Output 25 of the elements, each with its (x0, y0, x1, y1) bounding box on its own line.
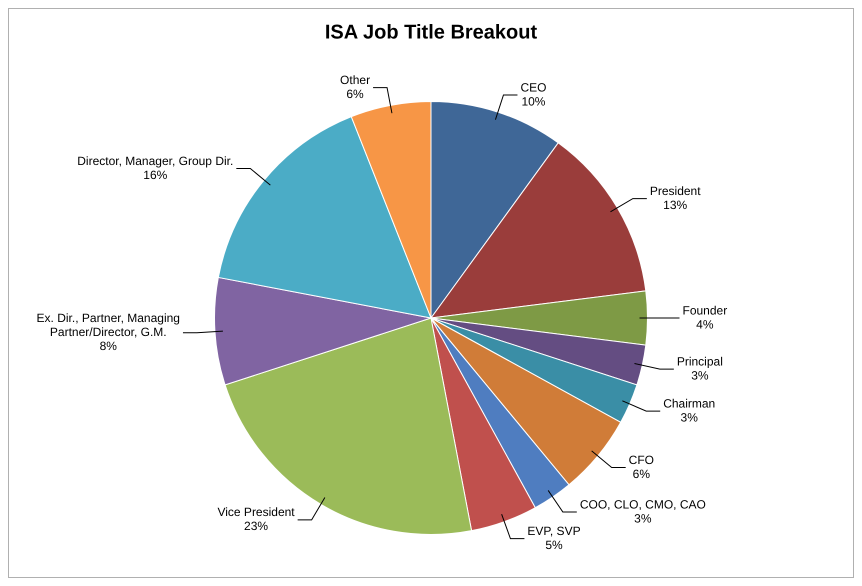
slice-label: Chairman (663, 396, 716, 410)
data-label: 3% (691, 368, 709, 382)
slice-label: Other (340, 72, 370, 87)
data-label: 23% (244, 519, 268, 534)
slice-label: CEO (520, 80, 546, 94)
data-label: 16% (143, 168, 168, 182)
data-label: 6% (346, 86, 364, 101)
data-label: 3% (634, 511, 652, 526)
slice-label: Principal (676, 354, 723, 368)
data-label: 5% (545, 538, 564, 552)
slice-label: EVP, SVP (527, 524, 581, 538)
slice-label: CFO (628, 452, 654, 467)
slice-label: Vice President (217, 505, 296, 520)
data-label: 4% (696, 317, 714, 332)
slice-label: COO, CLO, CMO, CAO (580, 497, 706, 512)
slice-label: President (650, 184, 702, 198)
data-label: 13% (663, 198, 688, 212)
data-label: 8% (100, 339, 118, 354)
data-label: 3% (680, 410, 698, 424)
slice-label: Ex. Dir., Partner, Managing Partner/Director, G.M. (36, 311, 180, 340)
slice-label: Founder (682, 303, 728, 318)
chart-title: ISA Job Title Breakout (324, 22, 538, 44)
data-label: 10% (521, 94, 546, 108)
slice-label: Director, Manager, Group Dir. (77, 154, 234, 168)
data-label: 6% (632, 466, 650, 481)
